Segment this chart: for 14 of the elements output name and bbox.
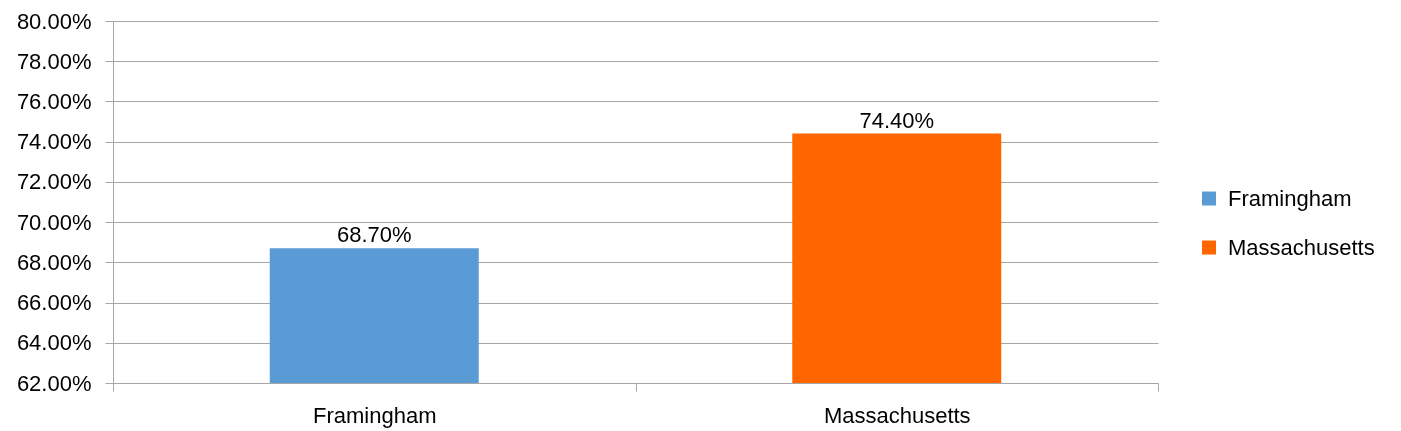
y-tick-label: 72.00% xyxy=(16,169,92,195)
y-tick-label: 64.00% xyxy=(16,330,92,356)
legend-label: Massachusetts xyxy=(1228,234,1375,260)
y-tick-label: 80.00% xyxy=(16,8,92,34)
y-tick-label: 62.00% xyxy=(16,370,92,396)
y-tick-label: 68.00% xyxy=(16,249,92,275)
data-label: 68.70% xyxy=(336,222,412,248)
y-tick-label: 78.00% xyxy=(16,48,92,74)
y-tick-label: 74.00% xyxy=(16,129,92,155)
y-tick-label: 76.00% xyxy=(16,88,92,114)
y-tick-label: 70.00% xyxy=(16,209,92,235)
legend-label: Framingham xyxy=(1228,185,1352,211)
y-tick-label: 66.00% xyxy=(16,290,92,316)
data-label: 74.40% xyxy=(859,107,935,133)
